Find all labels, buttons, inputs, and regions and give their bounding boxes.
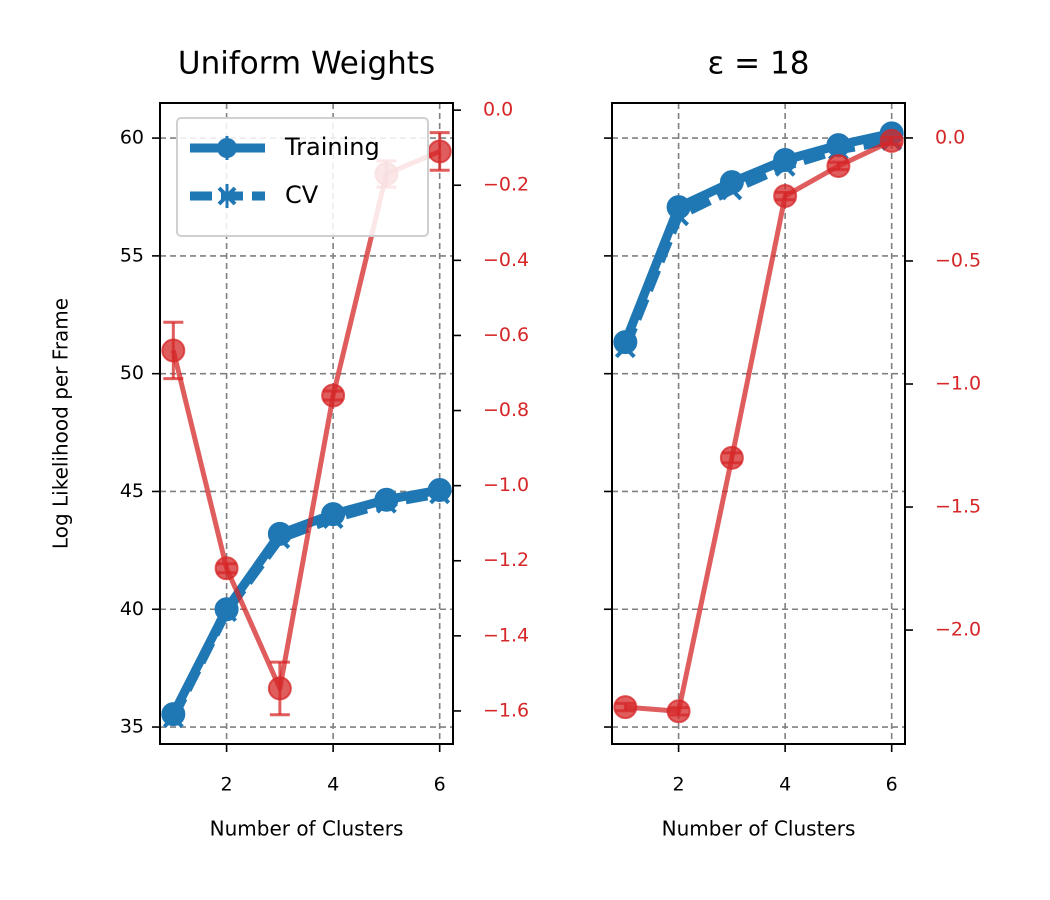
chart-title: Uniform Weights	[178, 46, 435, 82]
marker	[826, 153, 851, 178]
y-tick-label: 35	[120, 716, 144, 738]
chart-title: ε = 18	[708, 46, 810, 82]
y2-tick-label: −0.5	[935, 249, 981, 271]
y2-tick-label: −1.0	[935, 373, 981, 395]
axes-frame	[611, 102, 906, 745]
y2-tick-label: −1.6	[483, 699, 529, 721]
marker	[214, 556, 239, 581]
y-tick-label: 45	[120, 480, 144, 502]
y-tick-label: 40	[120, 598, 144, 620]
marker	[614, 337, 636, 359]
y-axis-label: Log Likelihood per Frame	[49, 298, 73, 549]
marker	[162, 707, 184, 729]
marker	[427, 139, 452, 164]
x-tick-label: 6	[434, 774, 446, 796]
marker	[879, 128, 904, 153]
legend-marker	[217, 186, 237, 206]
marker	[322, 508, 344, 529]
legend-label: CV	[285, 181, 319, 209]
x-axis-label: Number of Clusters	[662, 817, 856, 841]
series-line	[621, 136, 893, 350]
marker	[427, 478, 452, 503]
y2-tick-label: 0.0	[935, 126, 965, 148]
marker	[719, 445, 744, 470]
marker	[429, 483, 451, 505]
legend-marker	[217, 138, 237, 158]
axes-frame	[159, 102, 454, 745]
marker	[269, 528, 291, 549]
x-axis-label: Number of Clusters	[210, 817, 404, 841]
y2-tick-label: −0.2	[483, 174, 529, 196]
y2-tick-label: −2.0	[935, 619, 981, 641]
y2-tick-label: −0.4	[483, 249, 529, 271]
y2-tick-label: −1.2	[483, 549, 529, 571]
x-tick-label: 4	[327, 774, 339, 796]
marker	[216, 601, 238, 623]
y2-tick-label: 0.0	[483, 99, 513, 121]
y2-tick-label: −1.4	[483, 624, 529, 646]
marker	[375, 492, 397, 514]
y2-tick-label: −0.8	[483, 399, 529, 421]
x-tick-label: 4	[779, 774, 791, 796]
marker	[668, 205, 690, 227]
y2-tick-label: −0.6	[483, 324, 529, 346]
marker	[773, 184, 798, 209]
y-tick-label: 60	[120, 127, 144, 149]
x-tick-label: 6	[886, 774, 898, 796]
marker	[321, 383, 346, 408]
marker	[666, 699, 691, 724]
marker	[721, 179, 743, 201]
y-tick-label: 50	[120, 362, 144, 384]
x-tick-label: 2	[221, 774, 233, 796]
y2-tick-label: −1.5	[935, 496, 981, 518]
y-tick-label: 55	[120, 244, 144, 266]
marker	[774, 155, 796, 177]
legend-label: Training	[284, 133, 380, 161]
marker	[267, 676, 292, 701]
y2-tick-label: −1.0	[483, 474, 529, 496]
marker	[161, 338, 186, 363]
marker	[613, 695, 638, 720]
x-tick-label: 2	[673, 774, 685, 796]
